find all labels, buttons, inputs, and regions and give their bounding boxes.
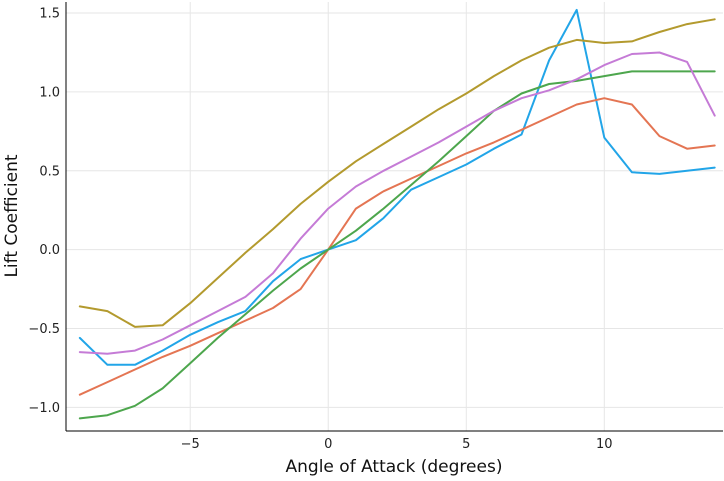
series-lines xyxy=(78,8,716,420)
series-line-1 xyxy=(78,8,716,366)
series-line-4 xyxy=(78,51,716,355)
series-line-3 xyxy=(78,70,716,420)
series-line-5 xyxy=(78,18,716,328)
y-tick-label: −1.0 xyxy=(28,401,60,416)
series-line-2 xyxy=(78,97,716,396)
x-axis-title: Angle of Attack (degrees) xyxy=(286,457,503,477)
y-tick-label: 1.5 xyxy=(39,7,60,22)
y-tick-label: 1.0 xyxy=(39,85,60,100)
grid xyxy=(66,2,723,431)
y-tick-label: −0.5 xyxy=(28,322,60,337)
x-tick-label: 5 xyxy=(462,437,470,452)
y-axis-title: Lift Coefficient xyxy=(2,154,22,277)
x-tick-label: −5 xyxy=(181,437,200,452)
tick-labels: −5 0 5 10 −1.0 −0.5 0.0 0.5 1.0 1.5 xyxy=(28,7,612,452)
x-tick-label: 0 xyxy=(324,437,332,452)
y-tick-label: 0.5 xyxy=(39,164,60,179)
x-tick-label: 10 xyxy=(596,437,613,452)
y-tick-label: 0.0 xyxy=(39,243,60,258)
axes xyxy=(65,2,723,432)
